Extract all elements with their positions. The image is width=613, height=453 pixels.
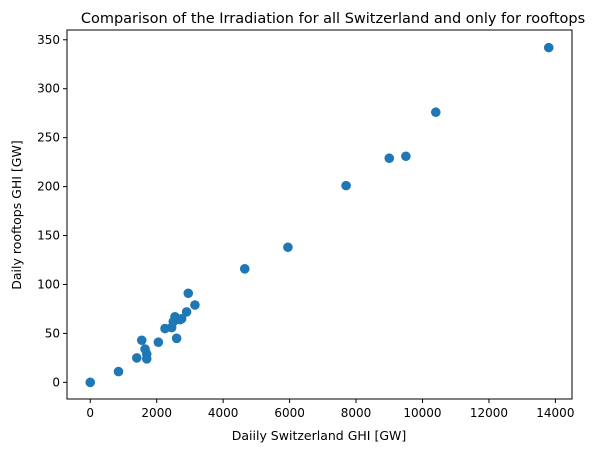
x-tick-label: 12000 [470, 406, 508, 420]
y-tick-label: 250 [37, 131, 60, 145]
data-point [171, 333, 182, 344]
y-tick-label: 100 [37, 277, 60, 291]
data-point [131, 353, 142, 363]
x-tick-label: 2000 [141, 406, 172, 420]
x-axis-label: Daiily Switzerland GHI [GW] [232, 428, 407, 443]
data-point [384, 153, 395, 164]
chart-title: Comparison of the Irradiation for all Sw… [81, 11, 585, 27]
x-tick-label: 8000 [341, 406, 372, 420]
data-point [113, 366, 124, 377]
data-point [153, 337, 164, 348]
data-point [85, 377, 96, 388]
data-point [183, 288, 194, 299]
data-point [401, 151, 411, 162]
data-point [136, 335, 147, 346]
y-tick-label: 200 [37, 180, 60, 194]
data-point [283, 242, 293, 253]
data-point [430, 107, 441, 118]
data-point [141, 354, 152, 364]
y-tick-label: 150 [37, 229, 60, 243]
data-point [239, 264, 250, 274]
data-point [543, 42, 554, 53]
data-point [181, 307, 192, 317]
x-tick-label: 14000 [536, 406, 574, 420]
x-tick-label: 4000 [208, 406, 239, 420]
data-points [85, 42, 554, 388]
data-point [341, 180, 351, 191]
data-point [176, 313, 187, 324]
x-tick-label: 6000 [274, 406, 305, 420]
x-tick-label: 10000 [403, 406, 441, 420]
y-tick-label: 300 [37, 82, 60, 96]
x-axis: 0 2000 4000 6000 8000 10000 12000 14000 [86, 399, 574, 420]
x-tick-label: 0 [86, 406, 94, 420]
plot-frame [66, 29, 573, 400]
y-tick-label: 0 [52, 375, 60, 389]
y-tick-label: 350 [37, 33, 60, 47]
y-tick-label: 50 [45, 326, 60, 340]
y-axis: 0 50 100 150 200 250 300 350 [37, 33, 67, 389]
y-axis-label: Daily rooftops GHI [GW] [9, 140, 24, 289]
data-point [190, 300, 200, 310]
